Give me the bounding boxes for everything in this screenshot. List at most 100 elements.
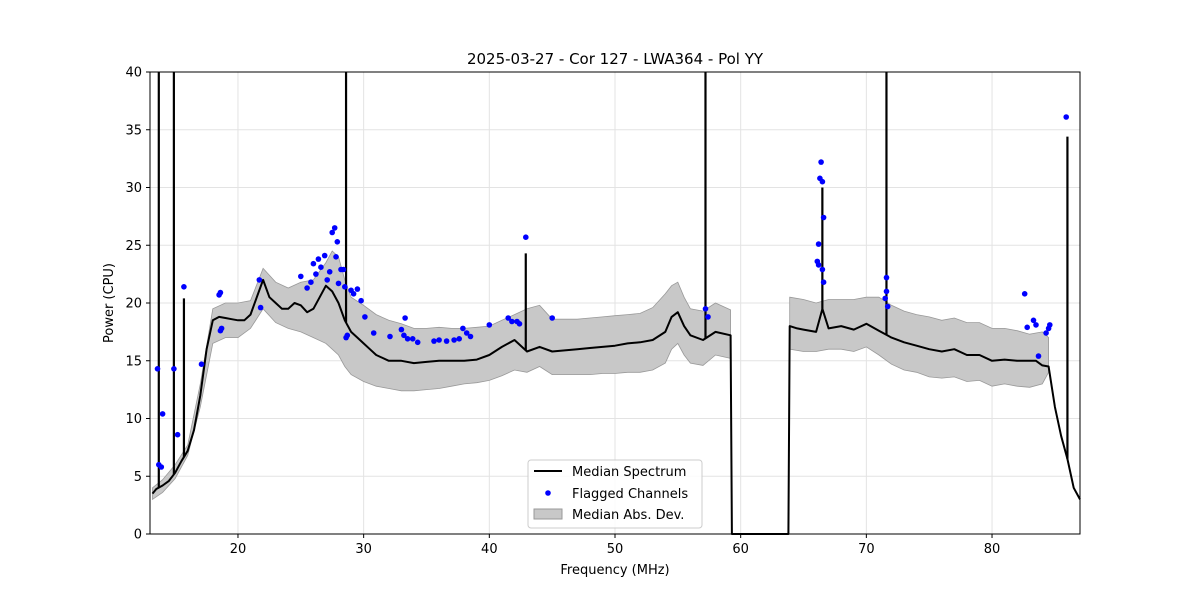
x-tick-label: 40: [481, 542, 498, 557]
flagged-point: [324, 277, 331, 283]
flagged-point: [401, 332, 407, 339]
flagged-point: [304, 285, 310, 291]
y-tick-label: 0: [134, 528, 142, 543]
y-tick-label: 40: [125, 66, 142, 81]
flagged-point: [171, 366, 177, 372]
flagged-point: [308, 279, 314, 286]
x-tick-label: 50: [607, 542, 624, 557]
flagged-point: [1030, 317, 1037, 324]
flagged-point: [404, 336, 411, 342]
flagged-point: [1024, 324, 1030, 331]
flagged-point: [456, 336, 463, 342]
flagged-point: [154, 366, 161, 372]
flagged-point: [159, 411, 166, 417]
flagged-point: [1033, 322, 1039, 328]
flagged-point: [335, 280, 342, 287]
flagged-point: [326, 269, 333, 275]
flagged-point: [256, 277, 263, 283]
flagged-point: [257, 304, 264, 311]
flagged-point: [1035, 353, 1042, 359]
x-tick-label: 20: [230, 542, 247, 557]
legend-swatch-flagged: [545, 490, 551, 496]
flagged-point: [333, 253, 339, 260]
y-tick-label: 15: [125, 354, 142, 369]
flagged-point: [344, 332, 351, 339]
flagged-point: [298, 273, 304, 280]
flagged-point: [516, 321, 523, 327]
flagged-point: [883, 288, 890, 295]
flagged-point: [318, 264, 324, 271]
flagged-point: [486, 322, 493, 328]
flagged-point: [820, 214, 827, 221]
flagged-point: [398, 326, 405, 333]
y-tick-label: 25: [125, 239, 142, 254]
flagged-point: [818, 159, 824, 165]
x-tick-label: 70: [858, 542, 875, 557]
flagged-point: [815, 262, 822, 268]
flagged-point: [819, 178, 826, 185]
flagged-point: [362, 314, 368, 320]
flagged-point: [387, 333, 393, 340]
legend-swatch-mad: [533, 508, 563, 520]
flagged-point: [158, 464, 165, 470]
x-tick-label: 60: [732, 542, 749, 557]
y-tick-label: 20: [125, 297, 142, 312]
y-axis-label: Power (CPU): [102, 263, 117, 343]
flagged-point: [174, 431, 181, 438]
x-tick-label: 80: [984, 542, 1001, 557]
flagged-point: [505, 315, 512, 321]
flagged-point: [313, 271, 319, 277]
flagged-point: [409, 336, 416, 342]
flagged-point: [523, 234, 529, 240]
flagged-point: [1047, 322, 1053, 328]
median-line-layer: [151, 72, 1081, 535]
flagged-point: [443, 338, 450, 344]
flagged-point: [370, 330, 377, 336]
x-tick-label: 30: [355, 542, 372, 557]
flagged-point: [181, 284, 187, 290]
x-axis-label: Frequency (MHz): [560, 563, 669, 578]
flagged-point: [310, 260, 317, 267]
y-tick-label: 10: [125, 412, 142, 427]
flagged-point: [549, 315, 555, 321]
chart-title: 2025-03-27 - Cor 127 - LWA364 - Pol YY: [467, 50, 764, 68]
flagged-point: [705, 314, 711, 320]
flagged-point: [340, 266, 347, 273]
flagged-point: [218, 325, 225, 332]
flagged-point: [883, 274, 890, 281]
flagged-point: [334, 239, 341, 245]
flagged-point: [815, 241, 822, 247]
flagged-points-layer: [154, 114, 1069, 470]
flagged-point: [463, 330, 470, 336]
legend-label-flagged: Flagged Channels: [572, 487, 688, 502]
flagged-point: [460, 325, 466, 332]
flagged-point: [451, 337, 457, 343]
flagged-point: [217, 289, 224, 296]
flagged-point: [321, 252, 328, 259]
flagged-point: [342, 284, 348, 290]
flagged-point: [882, 295, 888, 302]
mad-band: [789, 296, 1049, 388]
flagged-point: [884, 303, 891, 310]
median-spectrum-line: [151, 278, 1081, 535]
flagged-point: [358, 297, 364, 304]
flagged-point: [820, 279, 827, 286]
flagged-point: [331, 225, 338, 231]
flagged-point: [354, 286, 361, 292]
flagged-point: [350, 291, 357, 297]
flagged-point: [702, 306, 709, 312]
flagged-point: [436, 337, 442, 343]
flagged-point: [329, 229, 336, 236]
y-tick-label: 30: [125, 181, 142, 196]
flagged-point: [198, 361, 205, 368]
legend-label-mad: Median Abs. Dev.: [572, 508, 684, 523]
flagged-point: [1043, 330, 1049, 336]
flagged-point: [1063, 114, 1069, 120]
flagged-point: [431, 338, 437, 344]
flagged-point: [315, 256, 322, 262]
legend-label-median: Median Spectrum: [572, 465, 686, 480]
y-tick-label: 35: [125, 123, 142, 138]
flagged-point: [402, 315, 408, 321]
flagged-point: [509, 318, 515, 325]
